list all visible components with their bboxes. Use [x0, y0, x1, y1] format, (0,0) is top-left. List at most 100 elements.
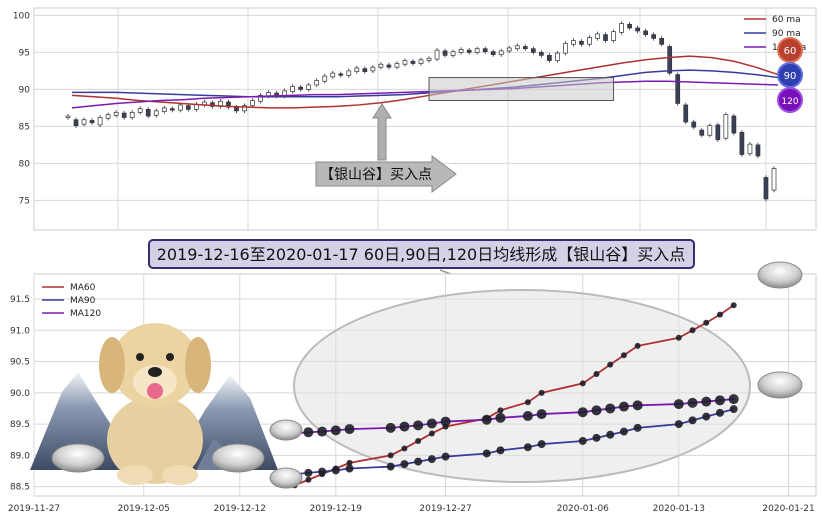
point-MA90-3 [331, 466, 340, 475]
candle-body-43 [410, 60, 416, 64]
candle-body-76 [675, 74, 681, 104]
ingot-chart-right-top [757, 261, 803, 289]
buy-point-label: 【银山谷】买入点 [320, 167, 432, 183]
candle-body-79 [699, 129, 705, 136]
point-MA120-3 [330, 425, 341, 436]
candle-body-83 [731, 115, 737, 134]
ingot-chart-left-bottom [269, 467, 303, 489]
point-MA90-16 [606, 430, 615, 439]
point-MA120-9 [440, 416, 451, 427]
point-MA60-14 [579, 380, 586, 387]
point-MA90-12 [523, 443, 532, 452]
top-line-ma120 [71, 80, 779, 109]
highlight-ellipse [293, 289, 751, 483]
point-MA120-11 [495, 412, 506, 423]
candle-body-54 [498, 50, 504, 55]
point-MA60-12 [524, 399, 531, 406]
point-MA60-15 [593, 371, 600, 378]
candle-body-70 [627, 23, 632, 29]
legend-label-MA120: MA120 [70, 309, 101, 319]
candle-body-36 [354, 67, 360, 72]
point-MA60-4 [346, 459, 353, 466]
point-MA90-1 [304, 468, 313, 477]
candle-body-7 [121, 112, 127, 118]
point-MA90-21 [702, 412, 711, 421]
candle-body-86 [755, 144, 761, 157]
bottom-y-tick-label-6: 91.5 [10, 295, 30, 305]
top-y-tick-label-2: 85 [19, 122, 30, 132]
point-MA60-13 [538, 389, 545, 396]
candle-body-35 [346, 70, 352, 76]
point-MA120-4 [344, 424, 355, 435]
top-moving-averages [71, 55, 779, 109]
bottom-y-tick-label-2: 89.5 [10, 420, 30, 430]
point-MA90-23 [729, 405, 738, 414]
point-MA120-7 [413, 420, 424, 431]
candle-body-53 [490, 51, 496, 55]
candle-body-45 [426, 57, 432, 61]
candle-body-2 [81, 119, 87, 125]
point-MA90-22 [715, 408, 724, 417]
candle-body-6 [113, 111, 119, 116]
candle-body-47 [442, 50, 448, 56]
top-y-tick-label-0: 75 [19, 196, 30, 206]
candle-body-73 [651, 34, 657, 39]
candle-body-32 [322, 75, 328, 82]
candle-body-69 [619, 23, 624, 33]
banner-box [148, 239, 695, 269]
point-MA120-16 [605, 403, 616, 414]
candle-body-56 [514, 45, 520, 50]
point-MA120-21 [701, 396, 712, 407]
candle-body-33 [330, 72, 336, 78]
candle-body-87 [763, 177, 769, 200]
bottom-x-ticks: 2019-11-27 2019-12-05 2019-12-12 2019-12-19… [8, 504, 815, 514]
badge-60-label: 60 [784, 46, 797, 57]
point-MA60-21 [703, 319, 710, 326]
ingot-chart-left-top [269, 419, 303, 441]
candle-body-24 [258, 94, 263, 102]
point-MA90-7 [414, 457, 423, 466]
point-MA60-19 [675, 334, 682, 341]
candle-body-29 [298, 86, 304, 90]
candle-body-41 [394, 63, 400, 68]
bottom-y-tick-label-5: 91.0 [10, 326, 30, 336]
point-MA60-5 [387, 452, 394, 459]
candle-body-71 [635, 27, 640, 32]
top-y-tick-label-1: 80 [19, 159, 31, 169]
top-plot-area [33, 7, 817, 231]
candle-body-5 [105, 114, 111, 119]
candle-body-12 [161, 107, 167, 112]
ma-badges: 60 90 120 [777, 37, 803, 113]
point-MA120-19 [673, 399, 684, 410]
point-MA60-17 [620, 352, 627, 359]
point-MA90-13 [537, 440, 546, 449]
top-y-tick-label-5: 100 [13, 11, 30, 21]
candle-body-66 [595, 33, 600, 39]
candle-body-58 [530, 48, 536, 53]
candle-body-28 [290, 86, 295, 92]
up-arrow-icon [372, 103, 392, 161]
candle-body-68 [611, 31, 616, 41]
candle-body-48 [450, 51, 456, 56]
point-MA90-6 [400, 460, 409, 469]
candle-body-31 [314, 80, 320, 86]
point-MA90-14 [578, 436, 587, 445]
bottom-y-tick-label-0: 88.5 [10, 483, 30, 493]
point-MA60-16 [607, 361, 614, 368]
point-MA120-10 [481, 414, 492, 425]
candle-body-30 [306, 84, 312, 90]
legend-label-ma60: 60 ma [772, 15, 801, 25]
top-candles [65, 21, 777, 202]
bottom-x-tick-label-4: 2019-12-27 [419, 504, 471, 514]
candle-body-78 [691, 121, 697, 128]
top-line-ma90 [72, 69, 779, 98]
candle-body-34 [338, 73, 344, 76]
candle-body-59 [538, 52, 544, 56]
point-MA60-11 [497, 407, 504, 414]
candle-body-15 [185, 105, 191, 110]
candle-body-62 [563, 43, 568, 54]
point-MA120-17 [618, 401, 629, 412]
point-MA60-20 [689, 327, 696, 334]
point-MA120-12 [522, 410, 533, 421]
candle-body-37 [362, 68, 368, 72]
